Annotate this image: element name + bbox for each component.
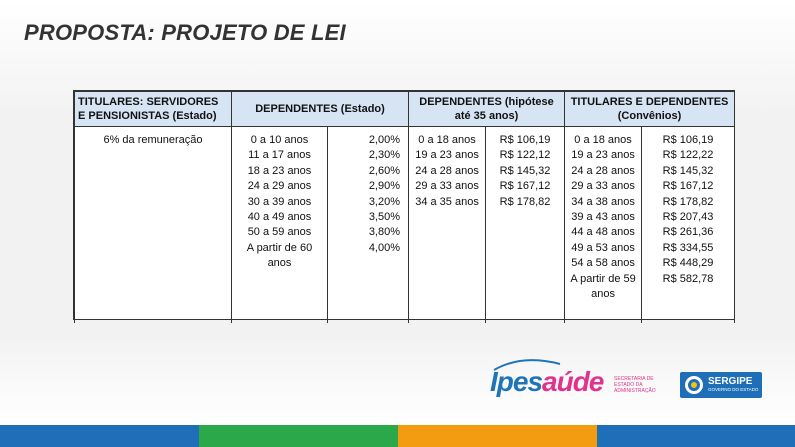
sergipe-logo: SERGIPE GOVERNO DO ESTADO: [680, 372, 762, 398]
ipesaude-logo: Ipesaúde: [490, 366, 604, 398]
page-title: PROPOSTA: PROJETO DE LEI: [24, 20, 346, 45]
age-range: 24 a 28 anos: [415, 164, 479, 177]
age-range: 39 a 43 anos: [571, 211, 635, 224]
footer-bar-orange: [398, 425, 597, 447]
age-range: A partir de 59 anos: [570, 272, 636, 301]
header-dependentes-35: DEPENDENTES (hipótese até 35 anos): [408, 91, 566, 127]
age-range: 34 a 35 anos: [415, 195, 479, 208]
cell-convenios-valores: R$ 106,19 R$ 122,22 R$ 145,32 R$ 167,12 …: [641, 126, 736, 323]
cell-dependentes-estado-faixas: 0 a 10 anos 11 a 17 anos 18 a 23 anos 24…: [231, 126, 328, 323]
footer-bar-blue: [0, 425, 199, 447]
percentage-value: 2,00%: [368, 134, 401, 146]
percentage-value: 3,80%: [368, 226, 401, 239]
price-value: R$ 106,19: [662, 134, 714, 146]
price-value: R$ 106,19: [499, 134, 551, 146]
footer-bar-green: [199, 425, 398, 447]
price-value: R$ 167,12: [499, 180, 551, 193]
contribution-table: TITULARES: SERVIDORES E PENSIONISTAS (Es…: [73, 90, 736, 323]
percentage-value: 4,00%: [368, 241, 401, 254]
price-value: R$ 582,78: [662, 272, 714, 285]
footer-logos: Ipesaúde SECRETARIA DE ESTADO DA ADMINIS…: [490, 359, 780, 402]
percentage-value: 2,30%: [368, 149, 401, 162]
percentage-value: 2,90%: [368, 180, 401, 193]
footer-bar-blue-right: [597, 425, 795, 447]
price-value: R$ 178,82: [662, 195, 714, 208]
sergipe-name: SERGIPE: [708, 376, 753, 387]
age-range: 19 a 23 anos: [571, 149, 635, 162]
ipesaude-logo-ipes: Ipes: [490, 366, 543, 397]
background-bottom: [0, 340, 795, 425]
table-header-row: TITULARES: SERVIDORES E PENSIONISTAS (Es…: [74, 91, 736, 127]
price-value: R$ 122,22: [662, 149, 714, 162]
sergipe-subtitle: GOVERNO DO ESTADO: [708, 387, 759, 392]
age-range: 34 a 38 anos: [571, 195, 635, 208]
percentage-value: 2,60%: [368, 164, 401, 177]
ipesaude-swoosh-icon: [493, 359, 561, 371]
age-range: 30 a 39 anos: [247, 195, 312, 208]
price-value: R$ 261,36: [662, 226, 714, 239]
ipesaude-logo-aude: aúde: [542, 366, 604, 397]
table-row: 6% da remuneração 0 a 10 anos 11 a 17 an…: [74, 126, 736, 323]
age-range: 40 a 49 anos: [247, 211, 312, 224]
titulares-rate: 6% da remuneração: [103, 134, 203, 146]
price-value: R$ 122,12: [499, 149, 551, 162]
age-range: 50 a 59 anos: [247, 226, 312, 239]
price-value: R$ 145,32: [662, 164, 714, 177]
price-value: R$ 334,55: [662, 241, 714, 254]
age-range: 29 a 33 anos: [571, 180, 635, 193]
header-convenios: TITULARES E DEPENDENTES (Convênios): [564, 91, 736, 127]
price-value: R$ 178,82: [499, 195, 551, 208]
cell-convenios-faixas: 0 a 18 anos 19 a 23 anos 24 a 28 anos 29…: [564, 126, 643, 323]
percentage-value: 3,50%: [368, 211, 401, 224]
age-range: 24 a 28 anos: [571, 164, 635, 177]
header-titulares: TITULARES: SERVIDORES E PENSIONISTAS (Es…: [74, 91, 232, 127]
age-range: 49 a 53 anos: [571, 241, 635, 254]
price-value: R$ 145,32: [499, 164, 551, 177]
header-dependentes-estado: DEPENDENTES (Estado): [230, 91, 410, 127]
age-range: 44 a 48 anos: [571, 226, 635, 239]
cell-titulares: 6% da remuneração: [74, 126, 232, 323]
age-range: 0 a 18 anos: [418, 134, 476, 146]
age-range: 18 a 23 anos: [247, 164, 312, 177]
secretaria-logo-text: SECRETARIA DE ESTADO DA ADMINISTRAÇÃO: [614, 376, 656, 394]
sergipe-seal-icon: [685, 376, 703, 394]
age-range: 24 a 29 anos: [247, 180, 312, 193]
age-range: 0 a 10 anos: [250, 134, 309, 146]
age-range: 54 a 58 anos: [571, 257, 635, 270]
price-value: R$ 167,12: [662, 180, 714, 193]
price-value: R$ 207,43: [662, 211, 714, 224]
cell-dependentes-estado-percentuais: 2,00% 2,30% 2,60% 2,90% 3,20% 3,50% 3,80…: [326, 126, 410, 323]
age-range: 0 a 18 anos: [574, 134, 632, 146]
percentage-value: 3,20%: [368, 195, 401, 208]
age-range: 11 a 17 anos: [248, 149, 311, 162]
age-range: 29 a 33 anos: [415, 180, 479, 193]
cell-dependentes-35-valores: R$ 106,19 R$ 122,12 R$ 145,32 R$ 167,12 …: [485, 126, 566, 323]
price-value: R$ 448,29: [662, 257, 714, 270]
age-range: A partir de 60 anos: [246, 241, 313, 270]
cell-dependentes-35-faixas: 0 a 18 anos 19 a 23 anos 24 a 28 anos 29…: [408, 126, 487, 323]
age-range: 19 a 23 anos: [415, 149, 479, 162]
